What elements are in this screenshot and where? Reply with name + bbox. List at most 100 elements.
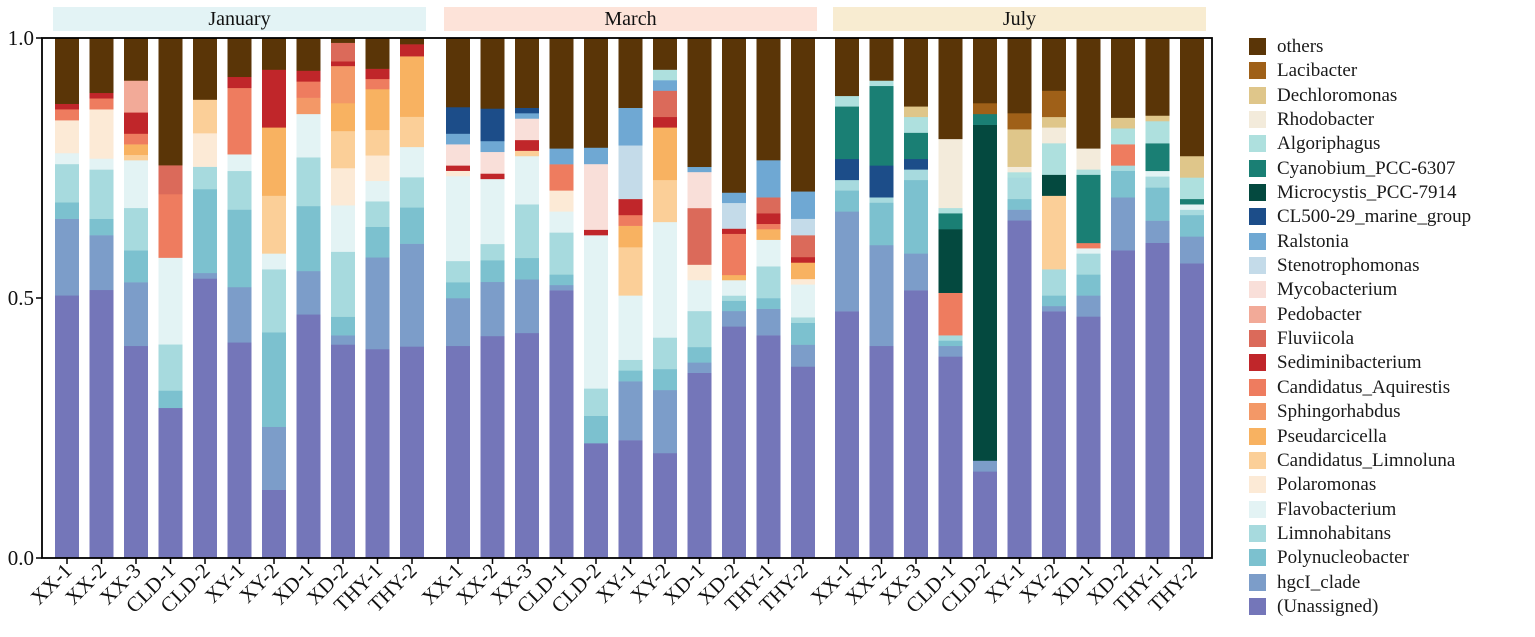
bar-segment — [296, 270, 321, 315]
bar-segment — [480, 173, 505, 180]
legend-label: Ralstonia — [1277, 230, 1349, 252]
bar-segment — [618, 440, 643, 559]
bar-segment — [869, 38, 894, 81]
bar-segment — [1180, 209, 1204, 216]
bar-segment — [938, 335, 963, 341]
legend-swatch — [1249, 281, 1266, 299]
bar-segment — [262, 69, 286, 128]
bar-segment — [618, 295, 643, 360]
bar-segment — [938, 345, 963, 357]
bar-segment — [1042, 295, 1066, 307]
bar-segment — [331, 65, 355, 104]
bar-segment — [193, 133, 217, 167]
bar-segment — [446, 175, 470, 262]
bar-segment — [618, 359, 643, 371]
legend-swatch — [1249, 232, 1266, 250]
bar-segment — [89, 109, 114, 159]
bar-segment — [722, 228, 746, 234]
bar-segment — [687, 346, 712, 363]
bar-segment — [331, 335, 355, 345]
bar-segment — [938, 38, 963, 140]
legend-swatch — [1249, 476, 1266, 494]
bar-segment — [653, 90, 677, 118]
panel-title: January — [208, 8, 270, 30]
bar-segment — [124, 144, 148, 156]
bar-segment — [296, 157, 321, 207]
bar-segment — [1042, 127, 1066, 144]
bar-segment — [365, 226, 390, 258]
bar-segment — [549, 232, 574, 275]
bar-segment — [1111, 197, 1135, 251]
bar-segment — [89, 38, 114, 94]
bar-segment — [722, 233, 746, 276]
panel-header-band — [833, 7, 1206, 31]
bar-segment — [722, 202, 746, 229]
bar-segment — [653, 221, 677, 338]
bar-segment — [365, 88, 390, 131]
bar-segment — [687, 207, 712, 265]
bar-segment — [480, 178, 505, 245]
bar-segment — [791, 317, 815, 323]
bar-segment — [1145, 242, 1170, 559]
legend-swatch — [1249, 427, 1266, 445]
legend-swatch — [1249, 500, 1266, 518]
bar-segment — [756, 239, 781, 267]
bar-segment — [227, 38, 252, 78]
bar-segment — [618, 214, 643, 226]
bar-segment — [938, 340, 963, 347]
legend-swatch — [1249, 135, 1266, 153]
bar-segment — [835, 311, 859, 559]
legend-swatch — [1249, 403, 1266, 421]
legend-swatch — [1249, 378, 1266, 396]
bar-segment — [1042, 311, 1066, 559]
bar-segment — [904, 116, 928, 133]
bar-segment — [1111, 117, 1135, 129]
bar-segment — [515, 279, 539, 334]
bar-segment — [791, 38, 815, 192]
bar-segment — [158, 165, 183, 195]
bar-segment — [549, 284, 574, 291]
legend-label: others — [1277, 36, 1324, 57]
bar-segment — [687, 279, 712, 312]
bar-segment — [55, 152, 79, 165]
bar-segment — [124, 345, 148, 559]
legend-label: Polynucleobacter — [1277, 547, 1409, 569]
bar-segment — [756, 197, 781, 214]
bar-segment — [515, 155, 539, 205]
bar-segment — [365, 68, 390, 80]
legend-swatch — [1249, 184, 1266, 202]
bar-segment — [446, 133, 470, 145]
bar-segment — [158, 194, 183, 258]
bar-segment — [653, 389, 677, 454]
bar-segment — [400, 116, 424, 148]
bar-segment — [653, 337, 677, 370]
bar-segment — [869, 85, 894, 166]
bar-segment — [618, 381, 643, 441]
bar-segment — [446, 298, 470, 347]
bar-segment — [618, 198, 643, 216]
bar-segment — [973, 124, 997, 461]
bar-segment — [515, 332, 539, 559]
bar-segment — [124, 282, 148, 347]
bar-segment — [938, 207, 963, 214]
bar-segment — [791, 218, 815, 236]
bar-segment — [584, 163, 608, 230]
bar-segment — [400, 146, 424, 178]
legend-label: Candidatus_Aquirestis — [1277, 376, 1451, 398]
bar-segment — [1111, 38, 1135, 118]
bar-segment — [1111, 165, 1135, 171]
bar-segment — [365, 155, 390, 182]
bar-segment — [193, 38, 217, 100]
bar-segment — [618, 38, 643, 108]
bar-segment — [193, 272, 217, 279]
bar-segment — [331, 344, 355, 559]
bar-segment — [331, 251, 355, 317]
bar-segment — [938, 213, 963, 230]
legend-label: Limnohabitans — [1277, 522, 1391, 544]
panel-header-band — [444, 7, 817, 31]
bar-segment — [296, 205, 321, 272]
legend-swatch — [1249, 305, 1266, 323]
panel-header-band — [53, 7, 426, 31]
bar-segment — [446, 170, 470, 177]
bar-segment — [653, 38, 677, 70]
